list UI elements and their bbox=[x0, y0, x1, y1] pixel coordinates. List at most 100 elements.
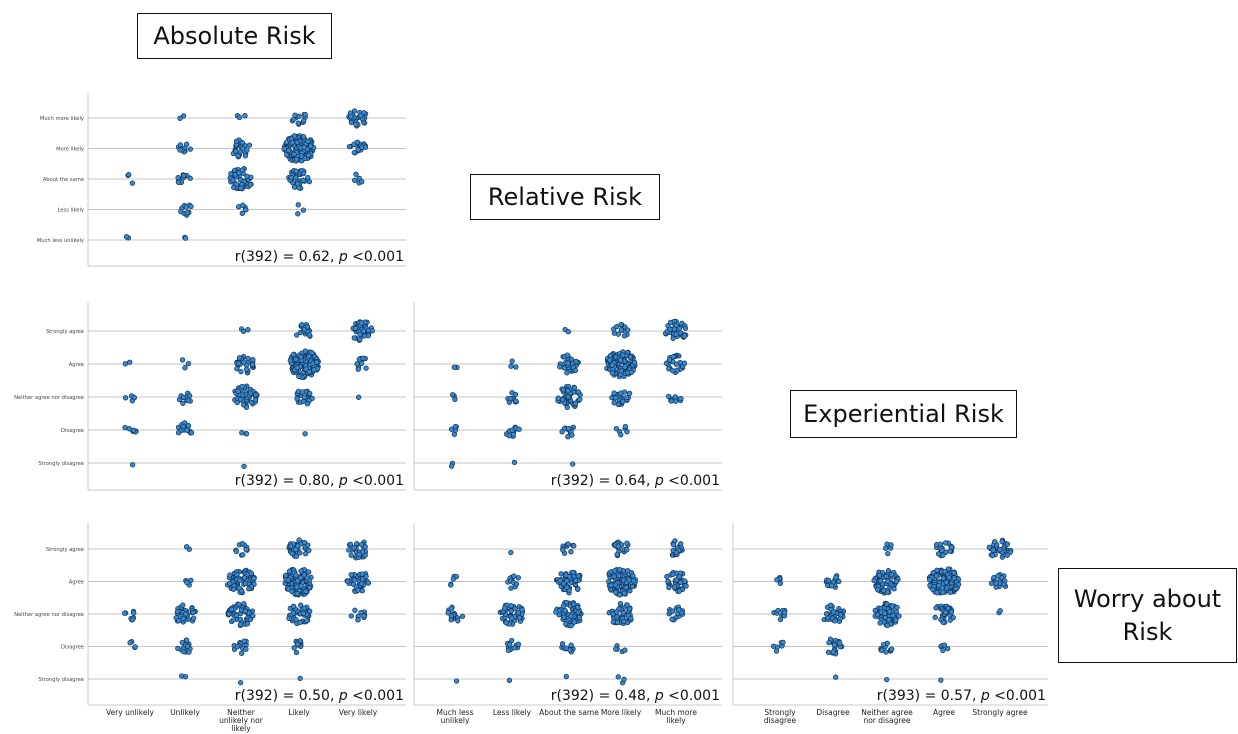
correlation-stat: r(392) = 0.50, p <0.001 bbox=[235, 688, 404, 704]
data-point bbox=[445, 610, 451, 616]
data-point bbox=[997, 608, 1003, 614]
data-point bbox=[188, 430, 195, 436]
data-point bbox=[506, 677, 513, 684]
data-point bbox=[614, 619, 621, 626]
data-point bbox=[574, 604, 581, 610]
data-point bbox=[940, 619, 946, 625]
data-point bbox=[132, 644, 138, 650]
data-point bbox=[622, 647, 628, 653]
data-point bbox=[682, 325, 689, 331]
data-point bbox=[828, 602, 834, 608]
data-point bbox=[940, 647, 946, 654]
x-tick-label: unlikely bbox=[441, 716, 470, 725]
data-point bbox=[235, 153, 241, 159]
data-point bbox=[564, 578, 570, 584]
data-point bbox=[351, 335, 357, 341]
data-point bbox=[568, 613, 574, 619]
data-point bbox=[825, 577, 832, 584]
data-point bbox=[448, 582, 454, 588]
data-point bbox=[933, 542, 940, 548]
data-point bbox=[563, 572, 569, 578]
data-point bbox=[288, 543, 294, 549]
data-point bbox=[663, 360, 670, 367]
data-point bbox=[617, 600, 624, 607]
data-point bbox=[355, 366, 361, 372]
data-point bbox=[354, 361, 360, 367]
data-point bbox=[953, 585, 959, 592]
data-point bbox=[233, 148, 239, 154]
data-point bbox=[236, 355, 243, 361]
data-point bbox=[621, 333, 628, 339]
data-point bbox=[348, 113, 354, 120]
data-point bbox=[248, 570, 254, 576]
data-point bbox=[234, 366, 240, 372]
data-point bbox=[508, 585, 514, 591]
data-point bbox=[300, 207, 307, 213]
data-point bbox=[234, 399, 240, 406]
data-point bbox=[175, 645, 181, 652]
data-point bbox=[239, 383, 245, 390]
data-point bbox=[300, 134, 307, 140]
data-point bbox=[247, 182, 253, 188]
data-point bbox=[882, 610, 888, 616]
data-point bbox=[628, 369, 635, 375]
data-point bbox=[893, 617, 899, 623]
y-tick-label: Strongly disagree bbox=[38, 677, 84, 683]
x-tick-label: Strongly agree bbox=[972, 708, 1028, 717]
data-point bbox=[775, 607, 781, 614]
data-point bbox=[184, 141, 190, 147]
data-point bbox=[559, 641, 566, 647]
data-point bbox=[830, 609, 837, 615]
data-point bbox=[833, 674, 839, 680]
data-point bbox=[888, 571, 895, 578]
data-point bbox=[876, 572, 883, 578]
data-point bbox=[667, 326, 673, 332]
data-point bbox=[298, 602, 304, 608]
data-point bbox=[347, 541, 354, 547]
correlation-stat: r(392) = 0.80, p <0.001 bbox=[235, 473, 404, 489]
data-point bbox=[670, 354, 676, 360]
data-point bbox=[826, 639, 832, 646]
data-point bbox=[676, 607, 682, 613]
data-point bbox=[1004, 552, 1010, 558]
data-point bbox=[293, 649, 300, 656]
data-point bbox=[883, 649, 889, 655]
data-point bbox=[351, 544, 357, 551]
data-point bbox=[184, 209, 190, 216]
data-point bbox=[302, 348, 308, 354]
data-point bbox=[358, 112, 364, 119]
data-point bbox=[557, 578, 563, 584]
data-point bbox=[565, 541, 571, 547]
data-point bbox=[298, 575, 304, 581]
data-point bbox=[123, 234, 130, 240]
data-point bbox=[889, 646, 895, 652]
data-point bbox=[626, 606, 633, 612]
data-point bbox=[673, 322, 680, 328]
data-point bbox=[360, 355, 366, 361]
data-point bbox=[562, 607, 568, 614]
data-point bbox=[618, 327, 625, 333]
data-point bbox=[880, 641, 887, 648]
data-point bbox=[989, 552, 996, 559]
data-point bbox=[617, 592, 623, 598]
data-point bbox=[455, 618, 461, 624]
data-point bbox=[508, 363, 514, 369]
data-point bbox=[353, 171, 359, 177]
data-point bbox=[609, 370, 615, 376]
data-point bbox=[244, 621, 251, 627]
data-point bbox=[505, 647, 512, 653]
data-point bbox=[295, 543, 301, 549]
data-point bbox=[129, 616, 136, 623]
y-tick-label: Agree bbox=[69, 579, 84, 585]
data-point bbox=[773, 648, 780, 654]
data-point bbox=[564, 352, 571, 358]
data-point bbox=[511, 645, 517, 651]
data-point bbox=[676, 573, 683, 580]
data-point bbox=[291, 151, 297, 157]
data-point bbox=[448, 606, 455, 612]
x-tick-label: Neither agree bbox=[861, 708, 913, 717]
data-point bbox=[244, 173, 250, 179]
data-point bbox=[612, 589, 619, 595]
data-point bbox=[836, 578, 842, 585]
data-point bbox=[986, 544, 992, 550]
